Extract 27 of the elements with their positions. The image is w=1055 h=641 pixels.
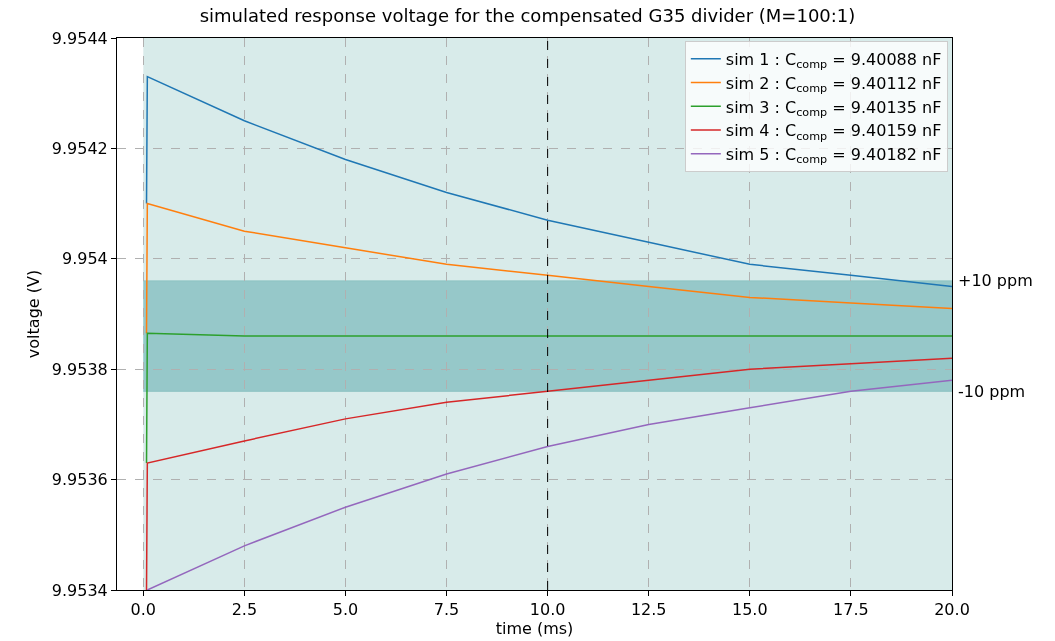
legend-label: sim 2 : C$_{comp}$ = 9.40112 nF	[725, 73, 942, 96]
line-series	[145, 202, 952, 335]
legend-label: sim 5 : C$_{comp}$ = 9.40182 nF	[725, 145, 942, 167]
y-tick-label: 9.9542	[51, 139, 108, 158]
y-tick-label: 9.9544	[51, 28, 108, 48]
x-axis-title: time (ms)	[495, 619, 574, 639]
y-tick-label: 9.954	[61, 249, 108, 269]
legend-label: sim 1 : C$_{comp}$ = 9.40088 nF	[725, 49, 942, 72]
y-axis-title: voltage (V)	[23, 269, 43, 359]
x-tick-label: 15.0	[732, 600, 768, 620]
x-tick-label: 2.5	[231, 600, 258, 620]
y-tick-label: 9.9534	[51, 580, 108, 600]
x-tick-label: 12.5	[630, 600, 667, 620]
legend-label: sim 3 : C$_{comp}$ = 9.40135 nF	[725, 97, 942, 119]
y-tick-label: 9.9536	[51, 470, 108, 490]
x-tick-label: 20.0	[934, 600, 970, 620]
chart-title: simulated response voltage for the compensated G35 divider (M=100:1)	[199, 5, 856, 27]
y-tick-label: 9.9538	[51, 359, 108, 379]
x-tick-label: 5.0	[332, 600, 359, 620]
ref-line-label: +10 ppm	[958, 271, 1033, 290]
x-tick-label: 10.0	[529, 600, 566, 620]
line-series	[145, 75, 952, 288]
x-tick-label: 0.0	[130, 600, 157, 620]
ref-line-label: -10 ppm	[958, 382, 1026, 401]
x-tick-label: 17.5	[833, 600, 869, 620]
x-tick-label: 7.5	[433, 600, 460, 620]
legend-label: sim 4 : C$_{comp}$ = 9.40159 nF	[725, 121, 942, 143]
